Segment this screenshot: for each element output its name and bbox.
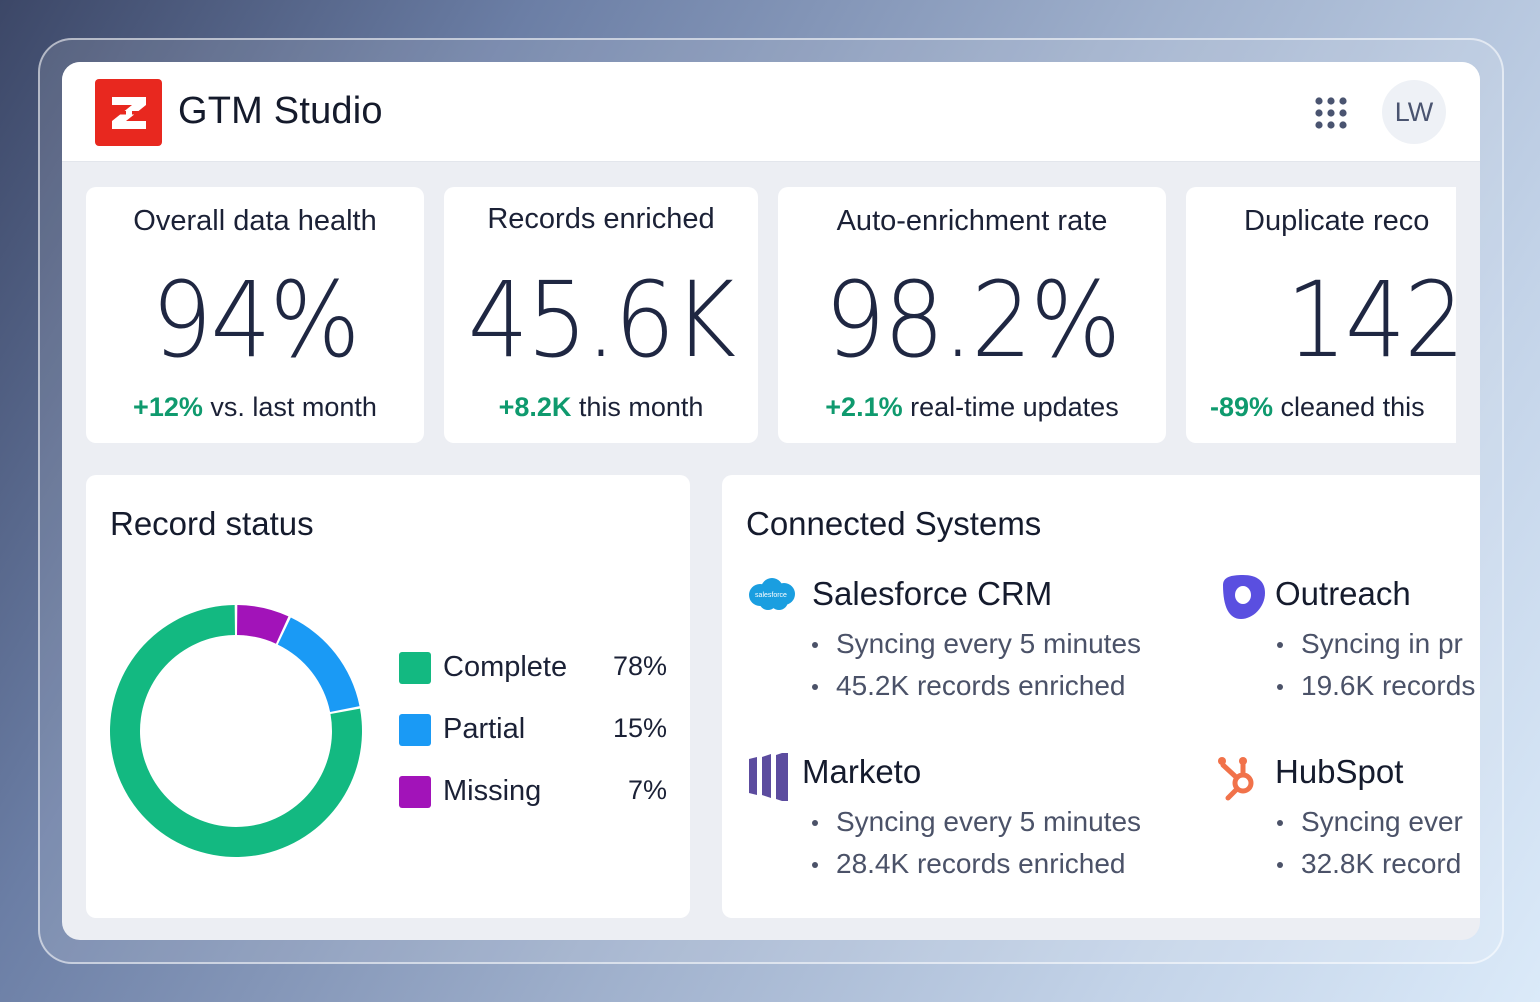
- legend-label: Complete: [443, 651, 568, 683]
- kpi-value: 45.6K: [467, 259, 736, 381]
- legend-swatch-missing: [399, 776, 431, 808]
- legend-swatch-partial: [399, 714, 431, 746]
- hubspot-icon: [1217, 753, 1267, 801]
- system-detail: Syncing ever: [1275, 801, 1463, 843]
- kpi-delta: +2.1%: [825, 392, 903, 422]
- marketo-icon: [746, 751, 796, 803]
- zoominfo-logo-icon[interactable]: [95, 79, 162, 146]
- outreach-icon: [1217, 575, 1267, 619]
- kpi-subtext: +12% vs. last month: [86, 392, 424, 423]
- kpi-delta-text: vs. last month: [202, 392, 377, 422]
- kpi-label: Overall data health: [133, 205, 377, 237]
- kpi-delta-text: cleaned this: [1273, 392, 1425, 422]
- system-detail: 32.8K record: [1275, 843, 1463, 885]
- legend-item-missing: Missing 7%: [399, 773, 667, 813]
- kpi-card-auto-enrichment[interactable]: Auto-enrichment rate 98.2% +2.1% real-ti…: [778, 187, 1166, 443]
- system-name: Marketo: [802, 753, 922, 790]
- donut-slice-partial[interactable]: [277, 617, 360, 713]
- donut-slice-missing[interactable]: [237, 605, 289, 644]
- legend-percentage: 7%: [627, 775, 667, 805]
- system-detail: 28.4K records enriched: [810, 843, 1141, 885]
- kpi-value: 142: [1286, 259, 1456, 381]
- system-marketo[interactable]: Marketo Syncing every 5 minutes 28.4K re…: [746, 751, 1196, 893]
- legend-item-partial: Partial 15%: [399, 711, 667, 751]
- system-name: Outreach: [1275, 575, 1411, 612]
- record-status-donut-chart: [110, 605, 363, 857]
- kpi-card-records-enriched[interactable]: Records enriched 45.6K +8.2K this month: [444, 187, 758, 443]
- kpi-card-duplicates[interactable]: Duplicate reco 142 -89% cleaned this: [1186, 187, 1456, 443]
- kpi-label: Duplicate reco: [1244, 205, 1430, 237]
- legend-percentage: 15%: [612, 713, 667, 743]
- kpi-delta: +8.2K: [498, 392, 572, 422]
- system-details: Syncing ever 32.8K record: [1275, 801, 1463, 885]
- kpi-delta-text: real-time updates: [902, 392, 1119, 422]
- kpi-delta: +12%: [133, 392, 203, 422]
- system-hubspot[interactable]: HubSpot Syncing ever 32.8K record: [1217, 753, 1480, 893]
- kpi-subtext: +8.2K this month: [444, 392, 758, 423]
- dashboard-content: Overall data health 94% +12% vs. last mo…: [62, 162, 1480, 940]
- legend-label: Partial: [443, 713, 526, 745]
- system-detail: Syncing every 5 minutes: [810, 623, 1141, 665]
- salesforce-icon: salesforce: [746, 575, 796, 617]
- legend-item-complete: Complete 78%: [399, 649, 667, 689]
- kpi-card-data-health[interactable]: Overall data health 94% +12% vs. last mo…: [86, 187, 424, 443]
- legend-percentage: 78%: [612, 651, 667, 681]
- salesforce-icon-text: salesforce: [755, 592, 787, 599]
- system-detail: Syncing in pr: [1275, 623, 1475, 665]
- system-details: Syncing in pr 19.6K records: [1275, 623, 1475, 707]
- system-detail: 45.2K records enriched: [810, 665, 1141, 707]
- kpi-value: 94%: [151, 259, 360, 381]
- system-detail: Syncing every 5 minutes: [810, 801, 1141, 843]
- kpi-label: Records enriched: [487, 203, 715, 235]
- system-name: Salesforce CRM: [812, 575, 1053, 612]
- top-bar: GTM Studio LW: [62, 62, 1480, 162]
- kpi-delta: -89%: [1210, 392, 1274, 422]
- app-title: GTM Studio: [178, 90, 383, 132]
- kpi-delta-text: this month: [571, 392, 704, 422]
- system-detail: 19.6K records: [1275, 665, 1475, 707]
- system-name: HubSpot: [1275, 753, 1404, 790]
- legend-label: Missing: [443, 775, 542, 807]
- system-details: Syncing every 5 minutes 45.2K records en…: [810, 623, 1141, 707]
- system-details: Syncing every 5 minutes 28.4K records en…: [810, 801, 1141, 885]
- kpi-label: Auto-enrichment rate: [836, 205, 1108, 237]
- app-window: GTM Studio LW Overall data health 94% +1…: [62, 62, 1480, 940]
- kpi-subtext: -89% cleaned this: [1210, 392, 1425, 423]
- legend-swatch-complete: [399, 652, 431, 684]
- connected-systems-title: Connected Systems: [746, 505, 1042, 542]
- user-avatar[interactable]: LW: [1382, 80, 1446, 144]
- system-outreach[interactable]: Outreach Syncing in pr 19.6K records: [1217, 575, 1480, 715]
- record-status-title: Record status: [110, 505, 314, 542]
- record-status-card: Record status Complete 78% Partial 15% M…: [86, 475, 690, 918]
- connected-systems-card: Connected Systems salesforce Salesforce …: [722, 475, 1480, 918]
- kpi-subtext: +2.1% real-time updates: [778, 392, 1166, 423]
- apps-grid-icon[interactable]: [1314, 96, 1348, 130]
- kpi-value: 98.2%: [824, 259, 1122, 381]
- system-salesforce[interactable]: salesforce Salesforce CRM Syncing every …: [746, 575, 1196, 715]
